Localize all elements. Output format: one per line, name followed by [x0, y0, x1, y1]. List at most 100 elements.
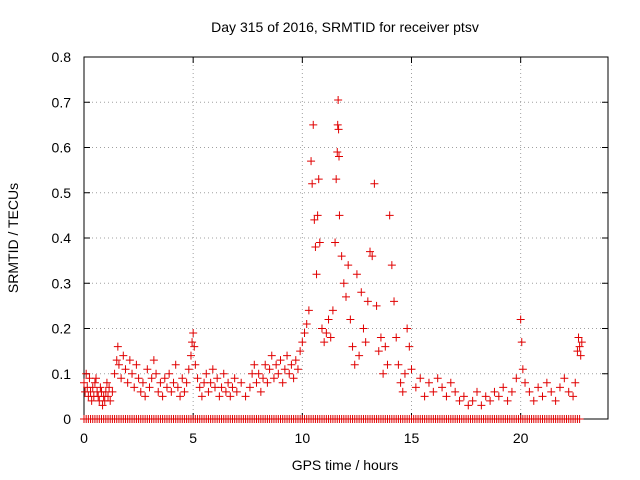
data-point — [381, 342, 390, 351]
data-point — [334, 125, 343, 134]
data-point — [494, 392, 503, 401]
data-point — [337, 252, 346, 261]
data-point — [232, 387, 241, 396]
x-tick-label: 10 — [295, 430, 311, 446]
data-point — [357, 288, 366, 297]
data-point — [82, 369, 91, 378]
data-point — [293, 365, 302, 374]
data-point — [575, 342, 584, 351]
data-point — [575, 415, 584, 423]
data-point — [285, 369, 294, 378]
data-point — [104, 392, 113, 401]
data-point — [145, 383, 154, 392]
data-point — [272, 360, 281, 369]
data-point — [455, 396, 464, 405]
data-point — [374, 347, 383, 356]
data-point — [219, 369, 228, 378]
data-point — [112, 356, 121, 365]
data-point — [108, 387, 117, 396]
data-point — [370, 179, 379, 188]
data-point — [534, 383, 543, 392]
data-point — [226, 392, 235, 401]
data-point — [396, 378, 405, 387]
data-point — [180, 387, 189, 396]
data-point — [182, 378, 191, 387]
y-tick-label: 0.4 — [52, 230, 72, 246]
data-point — [333, 120, 342, 129]
data-point — [379, 369, 388, 378]
data-point — [516, 315, 525, 324]
data-point — [278, 378, 287, 387]
data-point — [176, 392, 185, 401]
data-point — [291, 356, 300, 365]
x-axis-title: GPS time / hours — [292, 457, 399, 473]
data-point — [121, 365, 130, 374]
data-point — [130, 383, 139, 392]
data-point — [352, 270, 361, 279]
data-point — [538, 392, 547, 401]
data-point — [217, 383, 226, 392]
data-point — [335, 152, 344, 161]
data-point — [80, 378, 88, 387]
data-point — [394, 360, 403, 369]
data-point — [119, 351, 128, 360]
data-point — [507, 387, 516, 396]
y-tick-label: 0.2 — [52, 321, 72, 337]
data-point — [230, 374, 239, 383]
data-point — [339, 279, 348, 288]
data-point — [134, 374, 143, 383]
data-point — [314, 175, 323, 184]
x-tick-label: 0 — [80, 430, 88, 446]
data-point — [400, 369, 409, 378]
data-point — [92, 374, 101, 383]
data-point — [309, 120, 318, 129]
grid — [84, 57, 608, 419]
data-point — [363, 297, 372, 306]
data-point — [473, 387, 481, 396]
data-point — [446, 378, 455, 387]
data-point — [245, 383, 254, 392]
data-point — [276, 356, 285, 365]
data-point — [416, 374, 425, 383]
data-point — [128, 369, 137, 378]
data-point — [202, 369, 211, 378]
data-point — [256, 387, 265, 396]
data-point — [366, 247, 375, 256]
data-point — [197, 392, 206, 401]
data-point — [322, 329, 331, 338]
data-point — [195, 383, 204, 392]
data-point — [368, 252, 377, 261]
data-point — [98, 401, 107, 410]
data-point — [332, 175, 341, 184]
data-point — [355, 351, 364, 360]
data-point — [350, 360, 359, 369]
data-point — [267, 351, 276, 360]
data-point — [451, 387, 460, 396]
data-point — [224, 378, 233, 387]
data-point — [411, 383, 420, 392]
data-point — [310, 215, 319, 224]
data-point — [296, 347, 305, 356]
data-point — [573, 347, 582, 356]
data-point — [313, 211, 322, 220]
data-point — [228, 383, 237, 392]
data-point — [490, 387, 499, 396]
data-point — [147, 374, 156, 383]
data-point — [152, 369, 161, 378]
data-point — [136, 387, 145, 396]
data-point — [254, 369, 263, 378]
data-point — [342, 292, 350, 301]
data-point — [241, 392, 250, 401]
data-point — [189, 329, 198, 338]
data-point — [346, 315, 355, 324]
y-tick-label: 0.7 — [52, 94, 72, 110]
data-point — [280, 365, 289, 374]
data-point — [320, 338, 329, 347]
data-point — [438, 383, 447, 392]
data-point — [190, 342, 199, 351]
data-point — [213, 374, 222, 383]
data-point — [208, 365, 217, 374]
data-point — [184, 365, 193, 374]
data-point — [149, 356, 158, 365]
data-point — [361, 338, 370, 347]
